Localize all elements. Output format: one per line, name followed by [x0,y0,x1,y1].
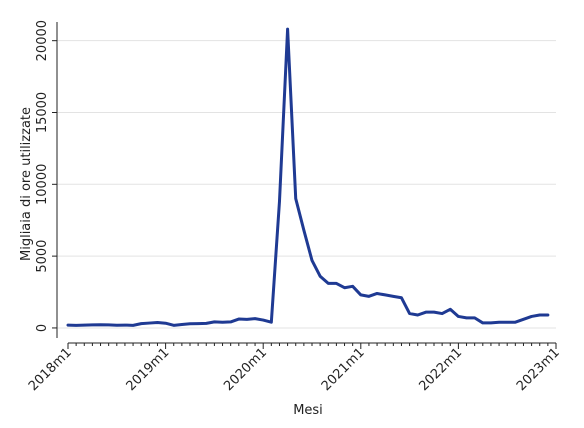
data-point [408,312,411,315]
data-point [91,323,94,327]
x-tick-label: 2018m1 [26,345,75,394]
data-point [473,316,476,320]
y-tick-label: 15000 [35,92,50,133]
data-point [66,323,70,327]
data-point [327,282,330,285]
data-point [213,320,216,324]
data-point [375,292,379,295]
data-point [546,313,550,317]
data-point [196,322,200,325]
x-tick-label: 2023m1 [514,345,563,394]
data-point [123,323,127,327]
data-point [522,318,525,321]
y-axis-title: Migliaia di ore utilizzate [19,107,34,261]
data-point [538,313,541,317]
data-point [481,321,484,325]
data-point [180,323,184,326]
data-point [131,324,135,327]
x-axis-title: Mesi [293,403,323,418]
series-group [66,27,550,327]
data-point [270,321,273,324]
data-point [205,322,208,325]
data-point [164,322,167,325]
x-axis: 2018m1 2019m1 2020m1 2021m1 2022m1 2023m1 [26,342,563,394]
data-point [115,324,119,327]
data-point [140,322,143,325]
data-point [432,310,436,314]
data-point [359,293,362,297]
data-point [74,324,78,327]
data-point [457,315,460,318]
data-point [278,200,281,203]
data-point [440,312,444,315]
data-point [253,317,257,320]
data-point [465,316,468,320]
data-point [188,322,192,325]
data-point [83,323,86,327]
data-point [310,259,314,262]
data-point [262,318,265,322]
x-tick-label: 2020m1 [221,345,270,394]
data-point [237,317,240,321]
data-point [172,324,175,327]
data-point [245,318,249,321]
data-point [384,293,387,297]
series-line [66,27,550,327]
data-point [294,197,297,200]
data-point [530,315,533,318]
x-tick-label: 2022m1 [416,345,465,394]
y-tick-label: 20000 [35,20,50,61]
data-point [335,282,338,285]
x-tick-label: 2019m1 [124,345,173,394]
data-point [99,323,102,326]
data-point [221,321,224,324]
data-point [286,27,289,31]
data-point [514,321,517,324]
data-point [367,295,371,298]
y-tick-label: 0 [35,324,50,332]
data-point [506,321,509,324]
data-point [148,321,151,325]
y-tick-label: 5000 [35,240,50,273]
data-point [424,310,428,314]
data-point [400,296,403,299]
data-point [229,320,232,324]
y-tick-label: 10000 [35,164,50,205]
data-point [497,321,501,324]
data-point [156,321,159,324]
data-point [351,285,354,288]
data-point [489,321,493,325]
data-point [449,308,452,311]
x-tick-label: 2021m1 [319,345,368,394]
data-point [107,323,110,327]
data-point [318,275,322,278]
data-point [343,286,346,289]
y-axis: 0 5000 10000 15000 20000 [35,20,58,338]
gridlines [57,40,556,329]
data-point [302,229,306,232]
data-point [416,313,419,317]
data-point [392,295,395,298]
